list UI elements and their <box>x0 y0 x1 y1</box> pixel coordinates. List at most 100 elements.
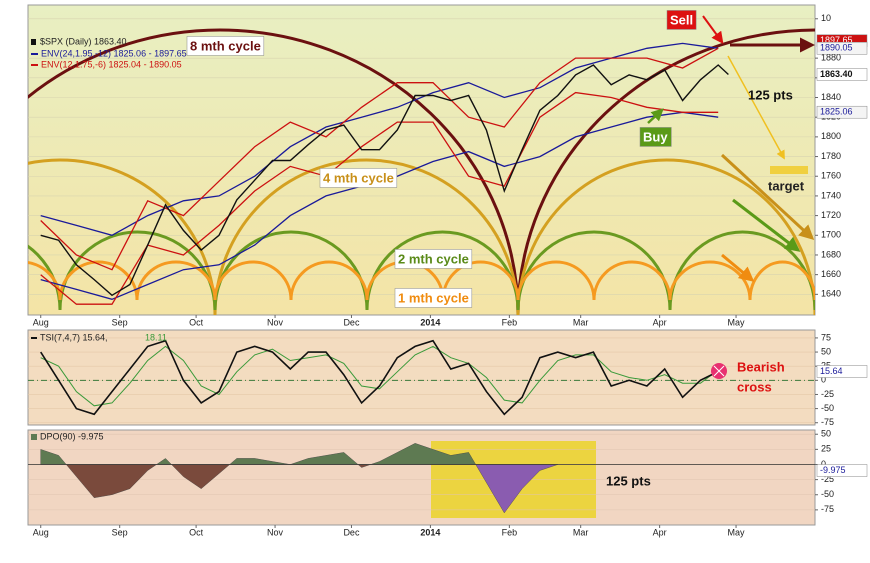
annotation: target <box>768 178 805 193</box>
cross-marker-line <box>713 365 725 377</box>
arrow <box>647 108 664 124</box>
cycle-arc <box>289 260 369 301</box>
y-tick-label: 50 <box>821 429 831 439</box>
value-tag: -9.975 <box>820 465 846 475</box>
annotation-box <box>394 249 473 269</box>
y-tick-label: 1740 <box>821 190 841 200</box>
cycle-arc <box>516 260 596 301</box>
legend-entry: ENV(24,1.95,-12) 1825.06 - 1897.65 <box>41 48 187 58</box>
dpo-area <box>40 464 431 499</box>
x-tick-label: Feb <box>502 527 518 537</box>
y-tick-label: 75 <box>821 332 831 342</box>
x-tick-label: Feb <box>502 317 518 327</box>
annotation-box <box>639 127 672 147</box>
dpo-area <box>430 464 558 514</box>
y-tick-label: -25 <box>821 474 834 484</box>
y-tick-label: -75 <box>821 417 834 427</box>
arrow <box>720 153 815 241</box>
envelope-upper <box>40 42 719 236</box>
y-tick-label: 1760 <box>821 171 841 181</box>
y-tick-label: 1720 <box>821 210 841 220</box>
annotation: Sell <box>670 12 693 27</box>
value-tag: 15.64 <box>820 366 843 376</box>
tsi-plot <box>40 339 719 416</box>
main-plot <box>28 28 815 315</box>
legend-title: DPO(90) -9.975 <box>40 431 104 441</box>
x-tick-label: Dec <box>343 527 360 537</box>
x-tick-label: May <box>728 527 746 537</box>
annotation-box <box>186 36 265 56</box>
x-tick-label: Sep <box>112 317 128 327</box>
y-tick-label: 50 <box>821 346 831 356</box>
x-tick-label: Aug <box>33 317 49 327</box>
price-line <box>40 64 729 297</box>
annotation: 2 mth cycle <box>398 251 469 266</box>
y-tick-label: -50 <box>821 489 834 499</box>
y-tick-label: 1640 <box>821 289 841 299</box>
envelope-lower <box>40 91 719 305</box>
value-tag: 1863.40 <box>820 69 853 79</box>
dpo-area <box>40 443 558 465</box>
annotation: Bearish <box>737 359 785 374</box>
x-tick-label: Dec <box>343 317 360 327</box>
x-tick-label: Nov <box>267 317 284 327</box>
value-tag-box <box>816 42 868 55</box>
legend-entry: TSI(7,4,7) 15.64, <box>40 332 108 342</box>
x-tick-label: May <box>728 317 746 327</box>
y-tick-label: -25 <box>821 389 834 399</box>
legend-icon <box>31 39 36 45</box>
x-tick-label: Mar <box>573 527 589 537</box>
y-tick-label: 0 <box>821 375 826 385</box>
arrow <box>702 15 724 44</box>
annotation-box <box>319 168 398 188</box>
y-tick-label: 1700 <box>821 230 841 240</box>
value-tag: 1825.06 <box>820 107 853 117</box>
legend-entry: ENV(12,1.75,-6) 1825.04 - 1890.05 <box>41 59 182 69</box>
tsi-panel <box>27 329 816 426</box>
value-tag-box <box>816 68 868 81</box>
y-tick-label: 25 <box>821 444 831 454</box>
cycle-arc <box>58 260 139 301</box>
annotation-box <box>394 288 473 308</box>
y-tick-label: 0 <box>821 459 826 469</box>
legend-entry: 18.11 <box>145 332 167 342</box>
x-tick-label: Apr <box>653 317 667 327</box>
annotation: Buy <box>643 129 668 144</box>
cycle-arc <box>441 260 520 301</box>
cycle-arc <box>592 260 672 301</box>
y-tick-label: 1780 <box>821 151 841 161</box>
annotation: cross <box>737 379 772 394</box>
cycle-arc <box>516 28 815 315</box>
y-tick-label: 1840 <box>821 92 841 102</box>
annotation: 1 mth cycle <box>398 290 469 305</box>
y-tick-label: -75 <box>821 504 834 514</box>
annotation-box <box>666 10 697 30</box>
value-tag-box <box>816 105 868 119</box>
legend-icon <box>31 434 37 440</box>
x-tick-label: Sep <box>112 527 128 537</box>
dpo-panel <box>27 429 816 526</box>
legend-title: $SPX (Daily) 1863.40 <box>40 36 127 46</box>
annotation: 4 mth cycle <box>323 170 394 185</box>
tsi-line <box>40 345 719 407</box>
x-tick-label: Mar <box>573 317 589 327</box>
annotation: 8 mth cycle <box>190 38 261 53</box>
cycle-arc <box>213 260 293 301</box>
x-tick-label: Aug <box>33 527 49 537</box>
arrow <box>721 253 755 282</box>
cycle-arc <box>748 260 815 301</box>
value-tag: 1890.05 <box>820 43 853 53</box>
x-tick-label: Apr <box>653 527 667 537</box>
y-tick-label: -50 <box>821 403 834 413</box>
arrow <box>732 198 801 252</box>
y-tick-label: 1800 <box>821 131 841 141</box>
envelope-upper <box>40 47 719 271</box>
x-tick-label: Oct <box>189 317 204 327</box>
target-bar <box>770 166 808 174</box>
value-tag-box <box>816 464 868 477</box>
cycle-arc <box>135 260 217 301</box>
tsi-line <box>40 339 719 416</box>
y-tick-label: 10 <box>821 13 831 23</box>
